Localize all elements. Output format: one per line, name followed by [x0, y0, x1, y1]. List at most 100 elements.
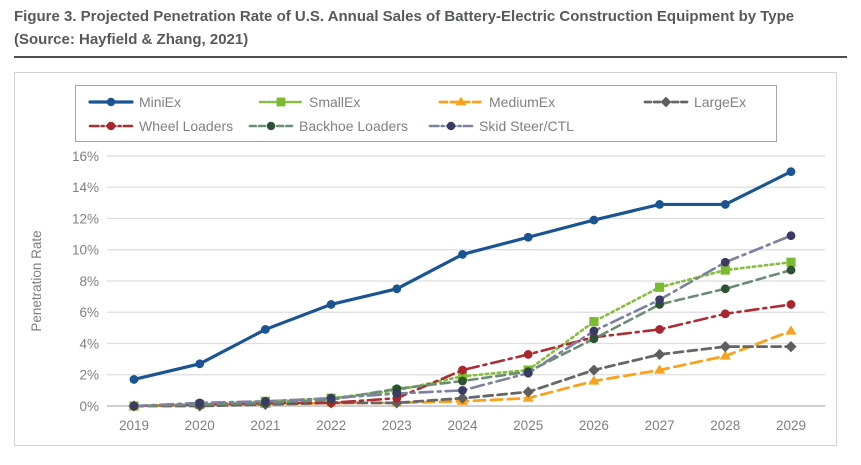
series-marker-skid-steer-ctl	[129, 401, 139, 411]
x-tick-label: 2025	[513, 418, 543, 433]
x-tick-label: 2029	[776, 418, 806, 433]
x-tick-label: 2026	[579, 418, 609, 433]
series-marker-backhoe-loaders	[786, 265, 796, 275]
series-marker-largeex	[588, 364, 600, 376]
legend-item-wheel-loaders: Wheel Loaders	[88, 115, 233, 137]
series-marker-wheel-loaders	[655, 325, 664, 334]
x-tick-label: 2019	[119, 418, 149, 433]
x-tick-label: 2024	[447, 418, 478, 433]
series-marker-skid-steer-ctl	[261, 396, 270, 406]
x-tick-label: 2021	[250, 418, 280, 433]
series-marker	[106, 121, 116, 131]
y-tick-label: 2%	[79, 368, 99, 383]
series-marker-miniex	[261, 325, 270, 334]
series-marker-smallex	[655, 282, 665, 292]
series-line-miniex	[132, 170, 793, 382]
series-marker-mediumex	[588, 375, 600, 385]
series-marker-miniex	[720, 200, 730, 209]
legend-item-miniex: MiniEx	[88, 91, 181, 113]
legend-line-sample-icon	[428, 121, 474, 131]
series-marker	[446, 121, 456, 131]
series-marker-wheel-loaders	[523, 350, 533, 359]
figure-title: Figure 3. Projected Penetration Rate of …	[14, 6, 847, 58]
legend-label: MediumEx	[489, 94, 556, 110]
chart-legend: MiniEx SmallEx MediumEx LargeEx Wheel Loader…	[75, 85, 777, 142]
series-marker-smallex	[457, 371, 468, 381]
legend-label: Wheel Loaders	[139, 118, 234, 134]
series-marker-skid-steer-ctl	[326, 393, 336, 403]
series-marker-smallex	[720, 265, 730, 275]
legend-label: LargeEx	[694, 94, 747, 110]
y-tick-label: 14%	[72, 180, 99, 195]
y-tick-label: 4%	[79, 336, 99, 351]
series-marker-miniex	[326, 300, 336, 309]
legend-item-backhoe-loaders: Backhoe Loaders	[248, 115, 408, 137]
series-marker-skid-steer-ctl	[392, 389, 402, 398]
legend-label: SmallEx	[309, 94, 361, 110]
x-tick-label: 2023	[382, 418, 412, 433]
series-marker-miniex	[129, 375, 139, 384]
series-marker-backhoe-loaders	[720, 284, 730, 294]
series-marker-largeex	[456, 392, 469, 404]
series-marker-mediumex	[785, 325, 797, 335]
series-marker-miniex	[195, 359, 205, 369]
series-marker-largeex	[654, 348, 666, 361]
x-tick-label: 2020	[185, 418, 215, 433]
series-marker-skid-steer-ctl	[195, 398, 205, 408]
x-tick-label: 2022	[316, 418, 346, 433]
series-marker-largeex	[719, 341, 731, 353]
series-marker-smallex	[589, 317, 599, 327]
series-line-wheel-loaders	[132, 303, 793, 408]
series-marker	[455, 96, 467, 106]
legend-item-mediumex: MediumEx	[438, 91, 555, 113]
series-marker-mediumex	[654, 364, 666, 374]
series-marker-wheel-loaders	[720, 309, 730, 319]
series-marker-skid-steer-ctl	[589, 326, 599, 336]
series-marker	[660, 96, 672, 108]
series-marker-mediumex	[719, 350, 731, 360]
x-tick-label: 2028	[710, 418, 740, 433]
series-marker-skid-steer-ctl	[523, 368, 533, 378]
series-marker-miniex	[523, 232, 533, 242]
series-marker-backhoe-loaders	[458, 376, 467, 386]
series-marker-largeex	[522, 386, 534, 398]
figure-box: MiniEx SmallEx MediumEx LargeEx Wheel Loader…	[14, 72, 837, 446]
legend-item-largeex: LargeEx	[643, 91, 746, 113]
series-marker-miniex	[392, 284, 402, 294]
legend-label: Skid Steer/CTL	[479, 118, 574, 134]
legend-line-sample-icon	[248, 121, 294, 131]
series-marker-wheel-loaders	[786, 300, 796, 309]
series-marker-miniex	[589, 215, 599, 225]
series-marker-backhoe-loaders	[589, 334, 599, 344]
legend-label: MiniEx	[139, 94, 182, 110]
series-line-backhoe-loaders	[132, 268, 793, 408]
y-tick-label: 8%	[79, 274, 99, 289]
series-marker-miniex	[458, 250, 467, 259]
series-marker	[106, 97, 116, 107]
line-chart: 0% 2% 4% 6% 8% 10% 12% 14% 16% 2019 2020 2021 2022 20…	[29, 149, 825, 433]
y-tick-label: 10%	[72, 243, 99, 258]
legend-label: Backhoe Loaders	[299, 118, 408, 134]
series-marker	[276, 97, 286, 107]
y-tick-label: 16%	[72, 149, 99, 164]
series-marker-miniex	[786, 167, 796, 177]
series-marker-miniex	[655, 200, 664, 209]
y-axis-title: Penetration Rate	[29, 230, 44, 331]
legend-item-skid-steer-ctl: Skid Steer/CTL	[428, 115, 574, 137]
series-marker-skid-steer-ctl	[720, 257, 730, 267]
x-tick-label: 2027	[645, 418, 675, 433]
legend-line-sample-icon	[88, 97, 134, 107]
series-marker-skid-steer-ctl	[655, 295, 664, 305]
y-tick-label: 0%	[79, 399, 99, 414]
legend-line-sample-icon	[258, 97, 304, 107]
series-marker-smallex	[786, 257, 796, 267]
y-tick-label: 12%	[72, 211, 99, 226]
series-marker-skid-steer-ctl	[458, 385, 467, 395]
legend-line-sample-icon	[88, 121, 134, 131]
series-marker-wheel-loaders	[458, 365, 467, 375]
legend-line-sample-icon	[643, 96, 689, 108]
series-marker-largeex	[785, 341, 797, 353]
y-tick-label: 6%	[79, 305, 99, 320]
series-marker-skid-steer-ctl	[786, 231, 796, 241]
